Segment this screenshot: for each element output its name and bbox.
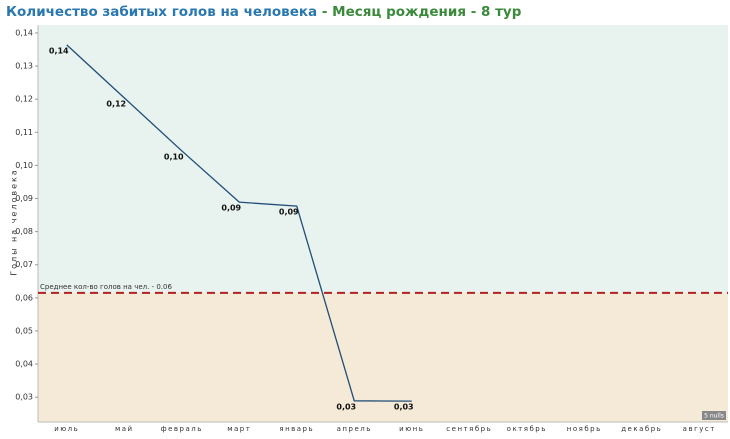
y-tick-label: 0,06	[15, 293, 33, 302]
title-suffix: - Месяц рождения - 8 тур	[317, 4, 522, 20]
x-tick-label: декабрь	[621, 425, 662, 433]
data-label: 0,03	[336, 402, 356, 411]
chart-title: Количество забитых голов на человека - М…	[6, 4, 522, 20]
y-tick-label: 0,09	[15, 194, 33, 203]
data-label: 0,14	[49, 46, 69, 55]
data-label: 0,09	[221, 204, 241, 213]
x-tick-label: июль	[54, 425, 79, 433]
y-tick-label: 0,05	[15, 326, 33, 335]
y-tick-label: 0,13	[15, 62, 33, 71]
y-tick-label: 0,14	[15, 28, 33, 37]
x-tick-label: май	[115, 425, 134, 433]
x-tick-label: апрель	[337, 425, 372, 433]
x-tick-label: ноябрь	[567, 425, 602, 433]
y-tick-label: 0,11	[15, 128, 33, 137]
y-axis-label: Голы на человека	[10, 168, 19, 275]
x-tick-label: март	[227, 425, 251, 433]
y-tick-label: 0,12	[15, 95, 33, 104]
null-badge-bg	[702, 411, 726, 420]
x-tick-label: август	[683, 425, 716, 433]
x-tick-label: июнь	[399, 425, 424, 433]
y-tick-label: 0,07	[15, 260, 33, 269]
data-label: 0,12	[106, 99, 126, 108]
x-tick-label: сентябрь	[446, 425, 492, 433]
y-tick-label: 0,10	[15, 161, 33, 170]
x-tick-label: октябрь	[507, 425, 547, 433]
x-tick-label: январь	[279, 425, 314, 433]
y-tick-label: 0,04	[15, 360, 33, 369]
null-badge: 5 nulls	[704, 413, 724, 420]
band-below	[38, 292, 728, 422]
title-main: Количество забитых голов на человека	[6, 4, 317, 20]
x-tick-label: февраль	[161, 425, 203, 433]
reference-label: Среднее кол-во голов на чел. - 0.06	[40, 283, 172, 291]
data-label: 0,10	[164, 152, 184, 161]
band-above	[38, 25, 728, 293]
y-tick-label: 0,08	[15, 227, 33, 236]
data-label: 0,09	[279, 208, 299, 217]
data-label: 0,03	[394, 403, 414, 412]
y-tick-label: 0,03	[15, 393, 33, 402]
line	[66, 44, 412, 402]
